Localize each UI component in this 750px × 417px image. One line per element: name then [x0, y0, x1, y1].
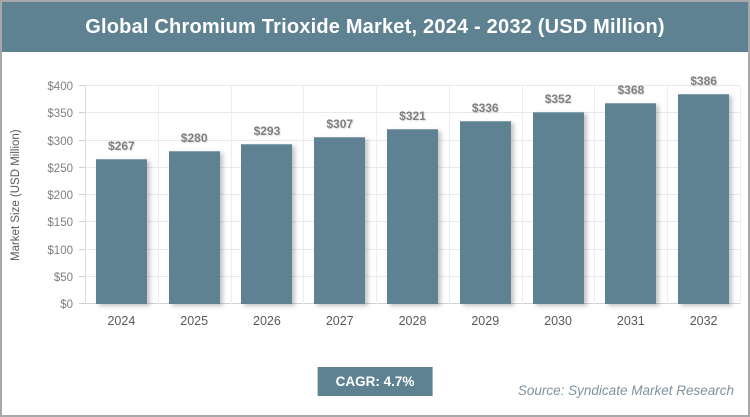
- y-tick-label: $100: [47, 244, 73, 257]
- y-tick-mark: [79, 139, 85, 141]
- gridline-vertical: [303, 86, 305, 304]
- bar-2026: [241, 144, 293, 304]
- cagr-label: CAGR: 4.7%: [335, 374, 415, 389]
- gridline-vertical: [448, 86, 450, 304]
- y-tick-label: $400: [47, 81, 73, 93]
- bar-value-label: $321: [399, 109, 426, 124]
- bar-2030: [532, 112, 584, 304]
- y-tick-mark: [79, 275, 85, 277]
- cagr-badge: CAGR: 4.7%: [317, 367, 433, 396]
- gridline-vertical: [667, 86, 669, 304]
- x-tick-label: 2029: [471, 314, 500, 328]
- bar-2029: [459, 120, 511, 304]
- y-tick-label: $0: [60, 299, 73, 311]
- gridline-vertical: [740, 86, 741, 304]
- gridline-vertical: [376, 86, 378, 304]
- bar-2028: [387, 129, 438, 304]
- y-tick-label: $150: [47, 217, 73, 230]
- bar-2032: [678, 93, 730, 304]
- x-tick-label: 2031: [616, 314, 645, 328]
- bar-value-label: $386: [690, 73, 717, 88]
- bar-2024: [95, 158, 147, 304]
- y-tick-mark: [79, 194, 85, 195]
- y-tick-mark: [79, 248, 85, 250]
- bar-value-label: $368: [617, 83, 645, 98]
- x-tick-label: 2027: [325, 314, 354, 328]
- y-tick-label: $50: [53, 271, 73, 284]
- gridline-horizontal: [85, 112, 740, 114]
- bar-value-label: $307: [326, 116, 354, 131]
- y-tick-mark: [79, 221, 85, 223]
- bar-value-label: $267: [108, 138, 135, 153]
- gridline-vertical: [594, 86, 596, 304]
- gridline-vertical: [230, 86, 232, 304]
- chart-title-bar: Global Chromium Trioxide Market, 2024 - …: [2, 2, 748, 52]
- y-tick-mark: [79, 112, 85, 114]
- bar-2027: [314, 136, 366, 304]
- x-tick-label: 2032: [689, 314, 718, 328]
- gridline-vertical: [157, 86, 159, 304]
- source-text: Source: Syndicate Market Research: [517, 383, 734, 398]
- x-tick-label: 2030: [544, 314, 572, 328]
- x-tick-label: 2025: [180, 314, 209, 328]
- y-tick-mark: [79, 166, 85, 168]
- bar-2025: [168, 151, 220, 304]
- plot-area: $267 $280 $293 $307 $321 $336 $352 $368 $386: [85, 74, 741, 304]
- y-tick-mark: [79, 303, 85, 304]
- y-tick-label: $250: [47, 162, 73, 175]
- y-axis-line: [85, 86, 86, 304]
- x-tick-label: 2028: [398, 314, 427, 328]
- bar-value-label: $293: [253, 124, 281, 139]
- x-tick-label: 2024: [107, 314, 136, 328]
- x-tick-label: 2026: [253, 314, 281, 328]
- gridline-horizontal: [85, 85, 740, 86]
- y-tick-mark: [79, 85, 85, 86]
- bar-value-label: $352: [544, 92, 572, 107]
- chart-title: Global Chromium Trioxide Market, 2024 - …: [85, 15, 665, 38]
- bar-value-label: $280: [180, 131, 208, 146]
- y-axis-ticks: $0 $50 $100 $150 $200 $250 $300 $350 $400: [2, 81, 85, 311]
- y-tick-label: $350: [47, 108, 73, 121]
- bar-2031: [605, 103, 657, 304]
- gridline-vertical: [521, 86, 523, 304]
- y-tick-label: $200: [47, 190, 73, 202]
- y-tick-label: $300: [47, 135, 73, 148]
- x-axis-labels: 2024 2025 2026 2027 2028 2029 2030 2031 2032: [85, 304, 740, 334]
- bar-value-label: $336: [471, 100, 499, 115]
